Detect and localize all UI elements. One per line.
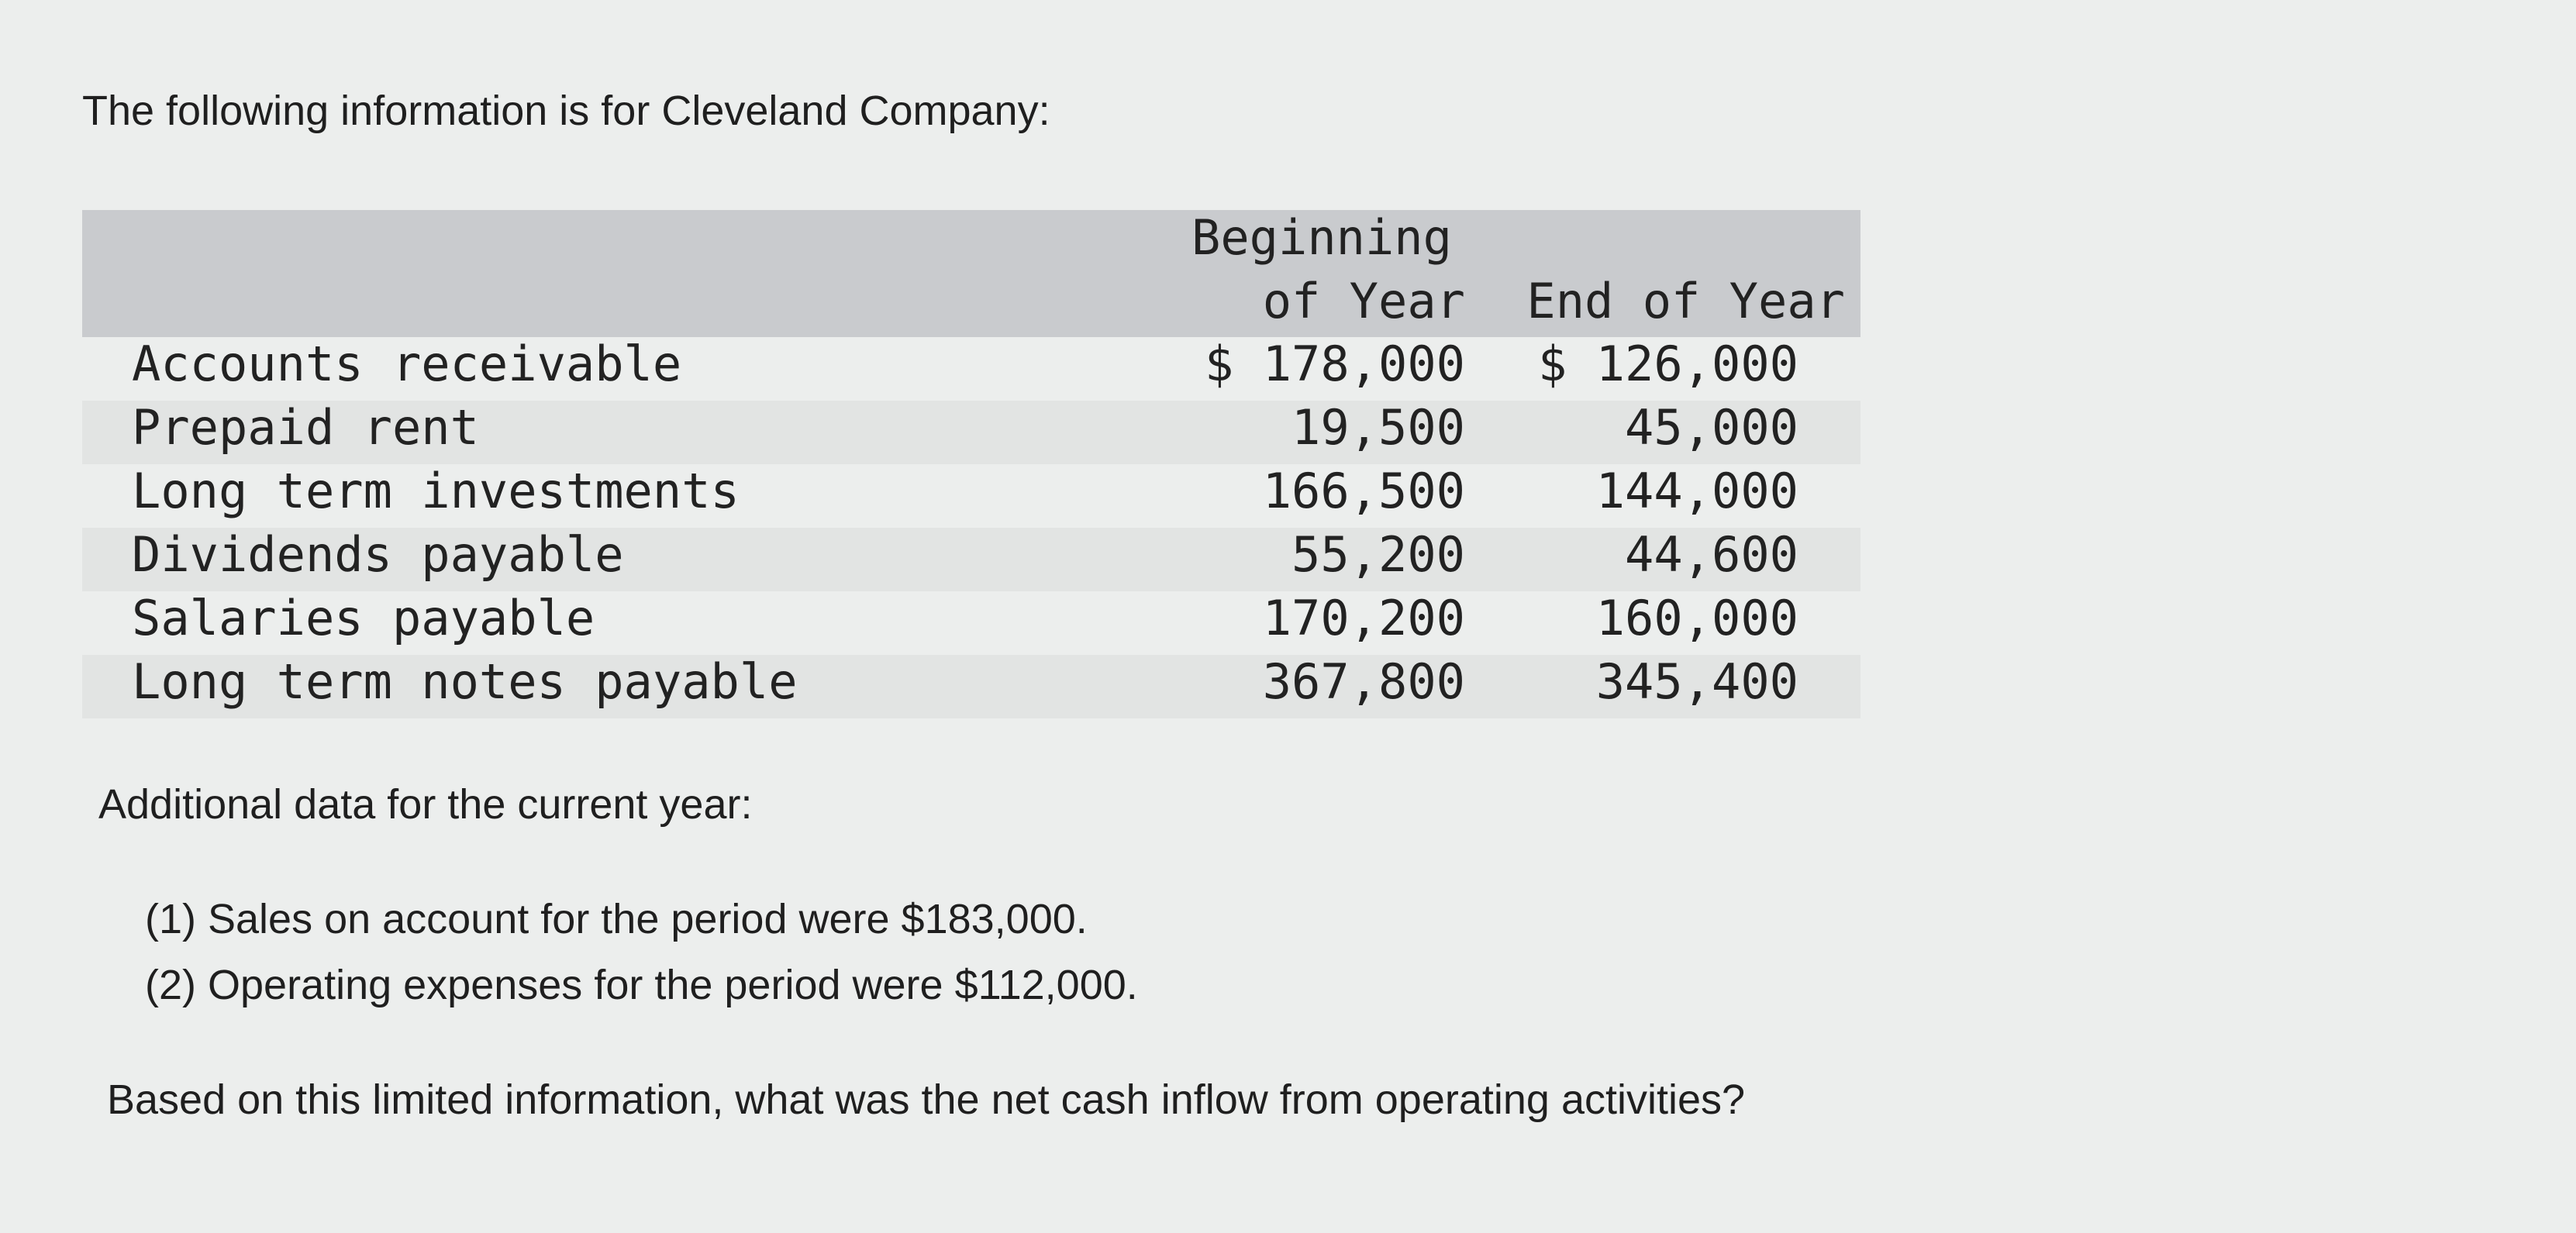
- row-label: Accounts receivable: [132, 336, 682, 392]
- header-end: End of Year: [1526, 273, 1845, 329]
- intro: The following information is for Clevela…: [82, 88, 1050, 134]
- header-beginning: of Year: [1262, 273, 1465, 329]
- beginning-value: 170,200: [1262, 590, 1465, 646]
- header-beginning: Beginning: [1191, 209, 1452, 266]
- table-row: [82, 528, 1860, 591]
- row-label: Long term investments: [132, 463, 740, 519]
- end-value: $ 126,000: [1538, 336, 1798, 392]
- table-header: [82, 210, 1860, 337]
- row-label: Long term notes payable: [132, 653, 798, 710]
- table-row: [82, 401, 1860, 464]
- end-value: 345,400: [1595, 653, 1798, 710]
- table-row: [82, 655, 1860, 718]
- beginning-value: 367,800: [1262, 653, 1465, 710]
- beginning-value: 166,500: [1262, 463, 1465, 519]
- end-value: 160,000: [1595, 590, 1798, 646]
- additional-heading: Additional data for the current year:: [98, 781, 753, 828]
- beginning-value: 55,200: [1291, 526, 1465, 583]
- beginning-value: 19,500: [1291, 399, 1465, 456]
- row-label: Dividends payable: [132, 526, 624, 583]
- question: Based on this limited information, what …: [107, 1076, 1746, 1123]
- end-value: 144,000: [1595, 463, 1798, 519]
- additional-item: (2) Operating expenses for the period we…: [145, 962, 1138, 1008]
- row-label: Salaries payable: [132, 590, 595, 646]
- row-label: Prepaid rent: [132, 399, 479, 456]
- end-value: 44,600: [1625, 526, 1798, 583]
- additional-item: (1) Sales on account for the period were…: [145, 896, 1088, 942]
- beginning-value: $ 178,000: [1205, 336, 1465, 392]
- end-value: 45,000: [1625, 399, 1798, 456]
